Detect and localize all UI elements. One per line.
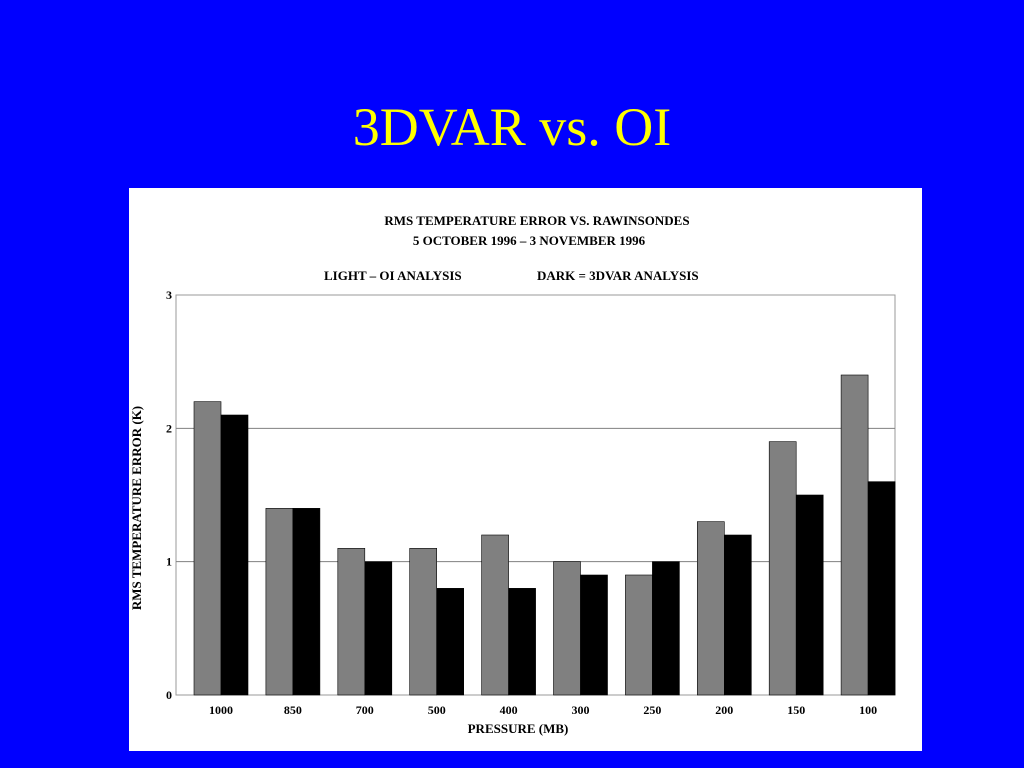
bars: [193, 374, 896, 696]
bar-oi-300: [553, 561, 581, 696]
bar-3dvar-100: [867, 481, 896, 696]
bar-oi-400: [481, 534, 509, 696]
x-tick-label: 700: [356, 703, 374, 717]
slide-title: 3DVAR vs. OI: [352, 97, 672, 157]
y-tick-labels: 0 1 2 3: [166, 288, 172, 702]
bar-oi-700: [337, 548, 366, 696]
x-tick-labels: 1000 850 700 500 400 300 250 200 150 100: [209, 703, 877, 717]
bar-oi-500: [409, 548, 438, 696]
y-axis-label: RMS TEMPERATURE ERROR (K): [129, 406, 144, 610]
x-tick-label: 850: [284, 703, 302, 717]
bar-3dvar-850: [292, 508, 321, 696]
bar-3dvar-300: [580, 574, 608, 696]
bar-oi-100: [840, 374, 869, 696]
bar-oi-250: [625, 574, 653, 696]
x-tick-label: 150: [787, 703, 805, 717]
x-axis-label: PRESSURE (MB): [468, 721, 569, 736]
y-tick-label: 2: [166, 421, 172, 435]
bar-3dvar-250: [652, 561, 680, 696]
bar-oi-200: [696, 521, 725, 696]
y-tick-label: 3: [166, 288, 172, 302]
bar-oi-1000: [193, 401, 222, 696]
x-tick-label: 300: [572, 703, 590, 717]
bar-3dvar-150: [795, 494, 824, 696]
bar-chart: RMS TEMPERATURE ERROR VS. RAWINSONDES 5 …: [129, 213, 896, 736]
bar-3dvar-1000: [220, 414, 249, 696]
x-tick-label: 1000: [209, 703, 233, 717]
legend-oi: LIGHT – OI ANALYSIS: [324, 268, 462, 283]
bar-3dvar-200: [723, 534, 752, 696]
bar-oi-150: [768, 441, 797, 696]
x-tick-label: 250: [643, 703, 661, 717]
legend-3dvar: DARK = 3DVAR ANALYSIS: [537, 268, 699, 283]
y-tick-label: 0: [166, 688, 172, 702]
chart-title: RMS TEMPERATURE ERROR VS. RAWINSONDES: [384, 213, 689, 228]
chart-subtitle: 5 OCTOBER 1996 – 3 NOVEMBER 1996: [413, 233, 646, 248]
x-tick-label: 100: [859, 703, 877, 717]
x-tick-label: 400: [500, 703, 518, 717]
bar-oi-850: [265, 508, 294, 696]
x-tick-label: 500: [428, 703, 446, 717]
chart-panel: RMS TEMPERATURE ERROR VS. RAWINSONDES 5 …: [129, 188, 922, 751]
bar-3dvar-700: [364, 561, 393, 696]
x-tick-label: 200: [715, 703, 733, 717]
bar-3dvar-500: [436, 588, 465, 696]
y-tick-label: 1: [166, 555, 172, 569]
bar-3dvar-400: [508, 588, 536, 696]
